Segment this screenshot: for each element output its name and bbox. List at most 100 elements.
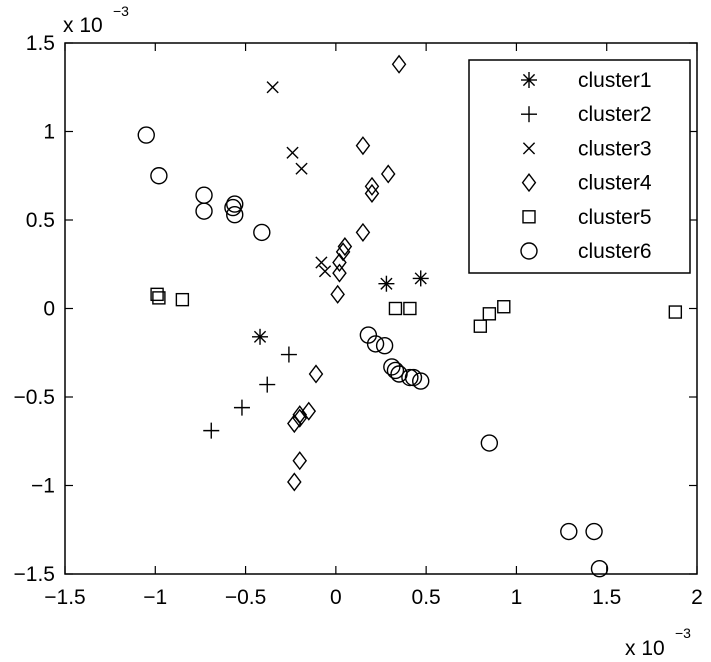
- cluster3-point-stroke: [315, 256, 328, 269]
- x-tick-label: −0.5: [225, 586, 266, 609]
- cluster1-point: [252, 328, 269, 345]
- cluster1-point-stroke: [414, 272, 427, 285]
- legend-marker-cluster4: [521, 173, 537, 193]
- y-tick-label: 1.5: [26, 32, 55, 55]
- x-tick-label: 1: [511, 586, 523, 609]
- cluster6-point-shape: [195, 202, 213, 220]
- x-tick-label: 0: [330, 586, 342, 609]
- legend-marker-cluster6: [520, 242, 538, 260]
- cluster5-point-shape: [403, 301, 417, 316]
- cluster5-point-shape: [152, 291, 166, 305]
- cluster4-point: [380, 164, 396, 184]
- cluster4-point: [355, 222, 371, 242]
- cluster4-point: [391, 54, 407, 74]
- cluster4-point: [292, 408, 308, 428]
- cluster6-point: [590, 559, 609, 578]
- cluster6-point-shape: [137, 126, 155, 144]
- cluster6-point-shape: [253, 223, 271, 242]
- y-tick-label: 1: [43, 121, 55, 144]
- cluster5-point: [152, 291, 166, 305]
- legend-marker-cluster2: [521, 106, 537, 123]
- cluster4-point-shape: [355, 222, 371, 242]
- cluster6-point-shape: [150, 167, 168, 185]
- cluster6-point-shape: [386, 361, 405, 380]
- legend-marker-cluster3-stroke: [522, 142, 536, 155]
- cluster6-point: [386, 361, 405, 380]
- cluster5-point: [388, 301, 403, 316]
- cluster6-point: [226, 195, 244, 213]
- cluster1-point-stroke: [253, 330, 267, 343]
- cluster4-point: [364, 183, 380, 204]
- legend-box: [468, 59, 691, 274]
- cluster4-point: [292, 451, 308, 471]
- cluster6-point-shape: [412, 372, 430, 390]
- cluster5-point: [497, 300, 511, 314]
- cluster3-point-stroke: [266, 81, 279, 94]
- cluster3-point: [266, 81, 279, 94]
- legend-marker-cluster1-stroke: [522, 73, 536, 87]
- cluster3-point-stroke: [318, 265, 332, 278]
- cluster5-point-shape: [175, 292, 190, 307]
- cluster6-point-shape: [359, 326, 378, 344]
- cluster2-point: [233, 399, 250, 416]
- cluster5-point-shape: [150, 287, 164, 302]
- y-tick-label: −0.5: [14, 386, 55, 409]
- cluster5-point: [473, 319, 488, 333]
- cluster5-point: [482, 307, 497, 321]
- cluster3-point: [286, 146, 299, 159]
- cluster3-point-stroke: [295, 162, 308, 175]
- cluster4-point-shape: [301, 401, 317, 421]
- y-multiplier-base: x 10: [63, 14, 103, 37]
- cluster4-point-shape: [332, 252, 347, 273]
- cluster6-point: [560, 522, 578, 541]
- x-multiplier-exponent: −3: [675, 625, 691, 641]
- cluster5-point: [403, 301, 417, 316]
- cluster4-point: [337, 236, 353, 257]
- y-tick-label: 0: [43, 298, 55, 321]
- cluster4-point: [330, 284, 345, 304]
- cluster6-point: [401, 368, 419, 387]
- cluster5-point: [175, 292, 190, 307]
- cluster6-point: [585, 522, 603, 541]
- cluster1-point: [378, 275, 395, 292]
- cluster4-point-shape: [292, 408, 308, 428]
- cluster1-point-stroke: [380, 277, 393, 290]
- cluster4-point: [332, 252, 347, 273]
- cluster4-point: [287, 472, 302, 492]
- cluster6-point: [480, 434, 499, 452]
- cluster6-point-shape: [226, 195, 244, 213]
- cluster5-point-shape: [668, 305, 683, 319]
- legend-label: cluster5: [578, 206, 652, 229]
- cluster4-point: [332, 263, 347, 283]
- cluster6-point: [195, 202, 213, 220]
- legend-label: cluster6: [578, 240, 652, 263]
- x-tick-label: −1: [143, 586, 167, 609]
- cluster4-point: [335, 242, 351, 262]
- cluster3-point: [295, 162, 308, 175]
- cluster4-point-shape: [391, 54, 407, 74]
- cluster4-point-shape: [308, 364, 324, 384]
- cluster4-point-shape: [292, 451, 308, 471]
- legend-marker-cluster5: [522, 210, 536, 224]
- cluster4-point-shape: [335, 242, 351, 262]
- y-tick-label: −1.5: [14, 563, 55, 586]
- cluster6-point-shape: [383, 358, 401, 376]
- x-tick-label: 2: [691, 586, 703, 609]
- x-tick-label: 0.5: [412, 586, 441, 609]
- cluster4-point-shape: [364, 176, 380, 196]
- legend-marker-cluster4-shape: [521, 173, 537, 193]
- y-tick-label: 0.5: [26, 209, 55, 232]
- cluster6-point: [137, 126, 155, 144]
- cluster4-point-shape: [355, 136, 371, 156]
- legend-marker-cluster5-shape: [522, 210, 536, 224]
- cluster4-point: [301, 401, 317, 421]
- cluster6-point: [375, 336, 394, 355]
- cluster5-point-shape: [497, 300, 511, 314]
- cluster3-point: [318, 265, 332, 278]
- cluster6-point: [150, 167, 168, 185]
- cluster5-point-shape: [473, 319, 488, 333]
- cluster4-point: [308, 364, 324, 384]
- cluster6-point: [366, 335, 385, 353]
- legend-marker-cluster6-shape: [520, 242, 538, 260]
- cluster6-point: [226, 205, 244, 224]
